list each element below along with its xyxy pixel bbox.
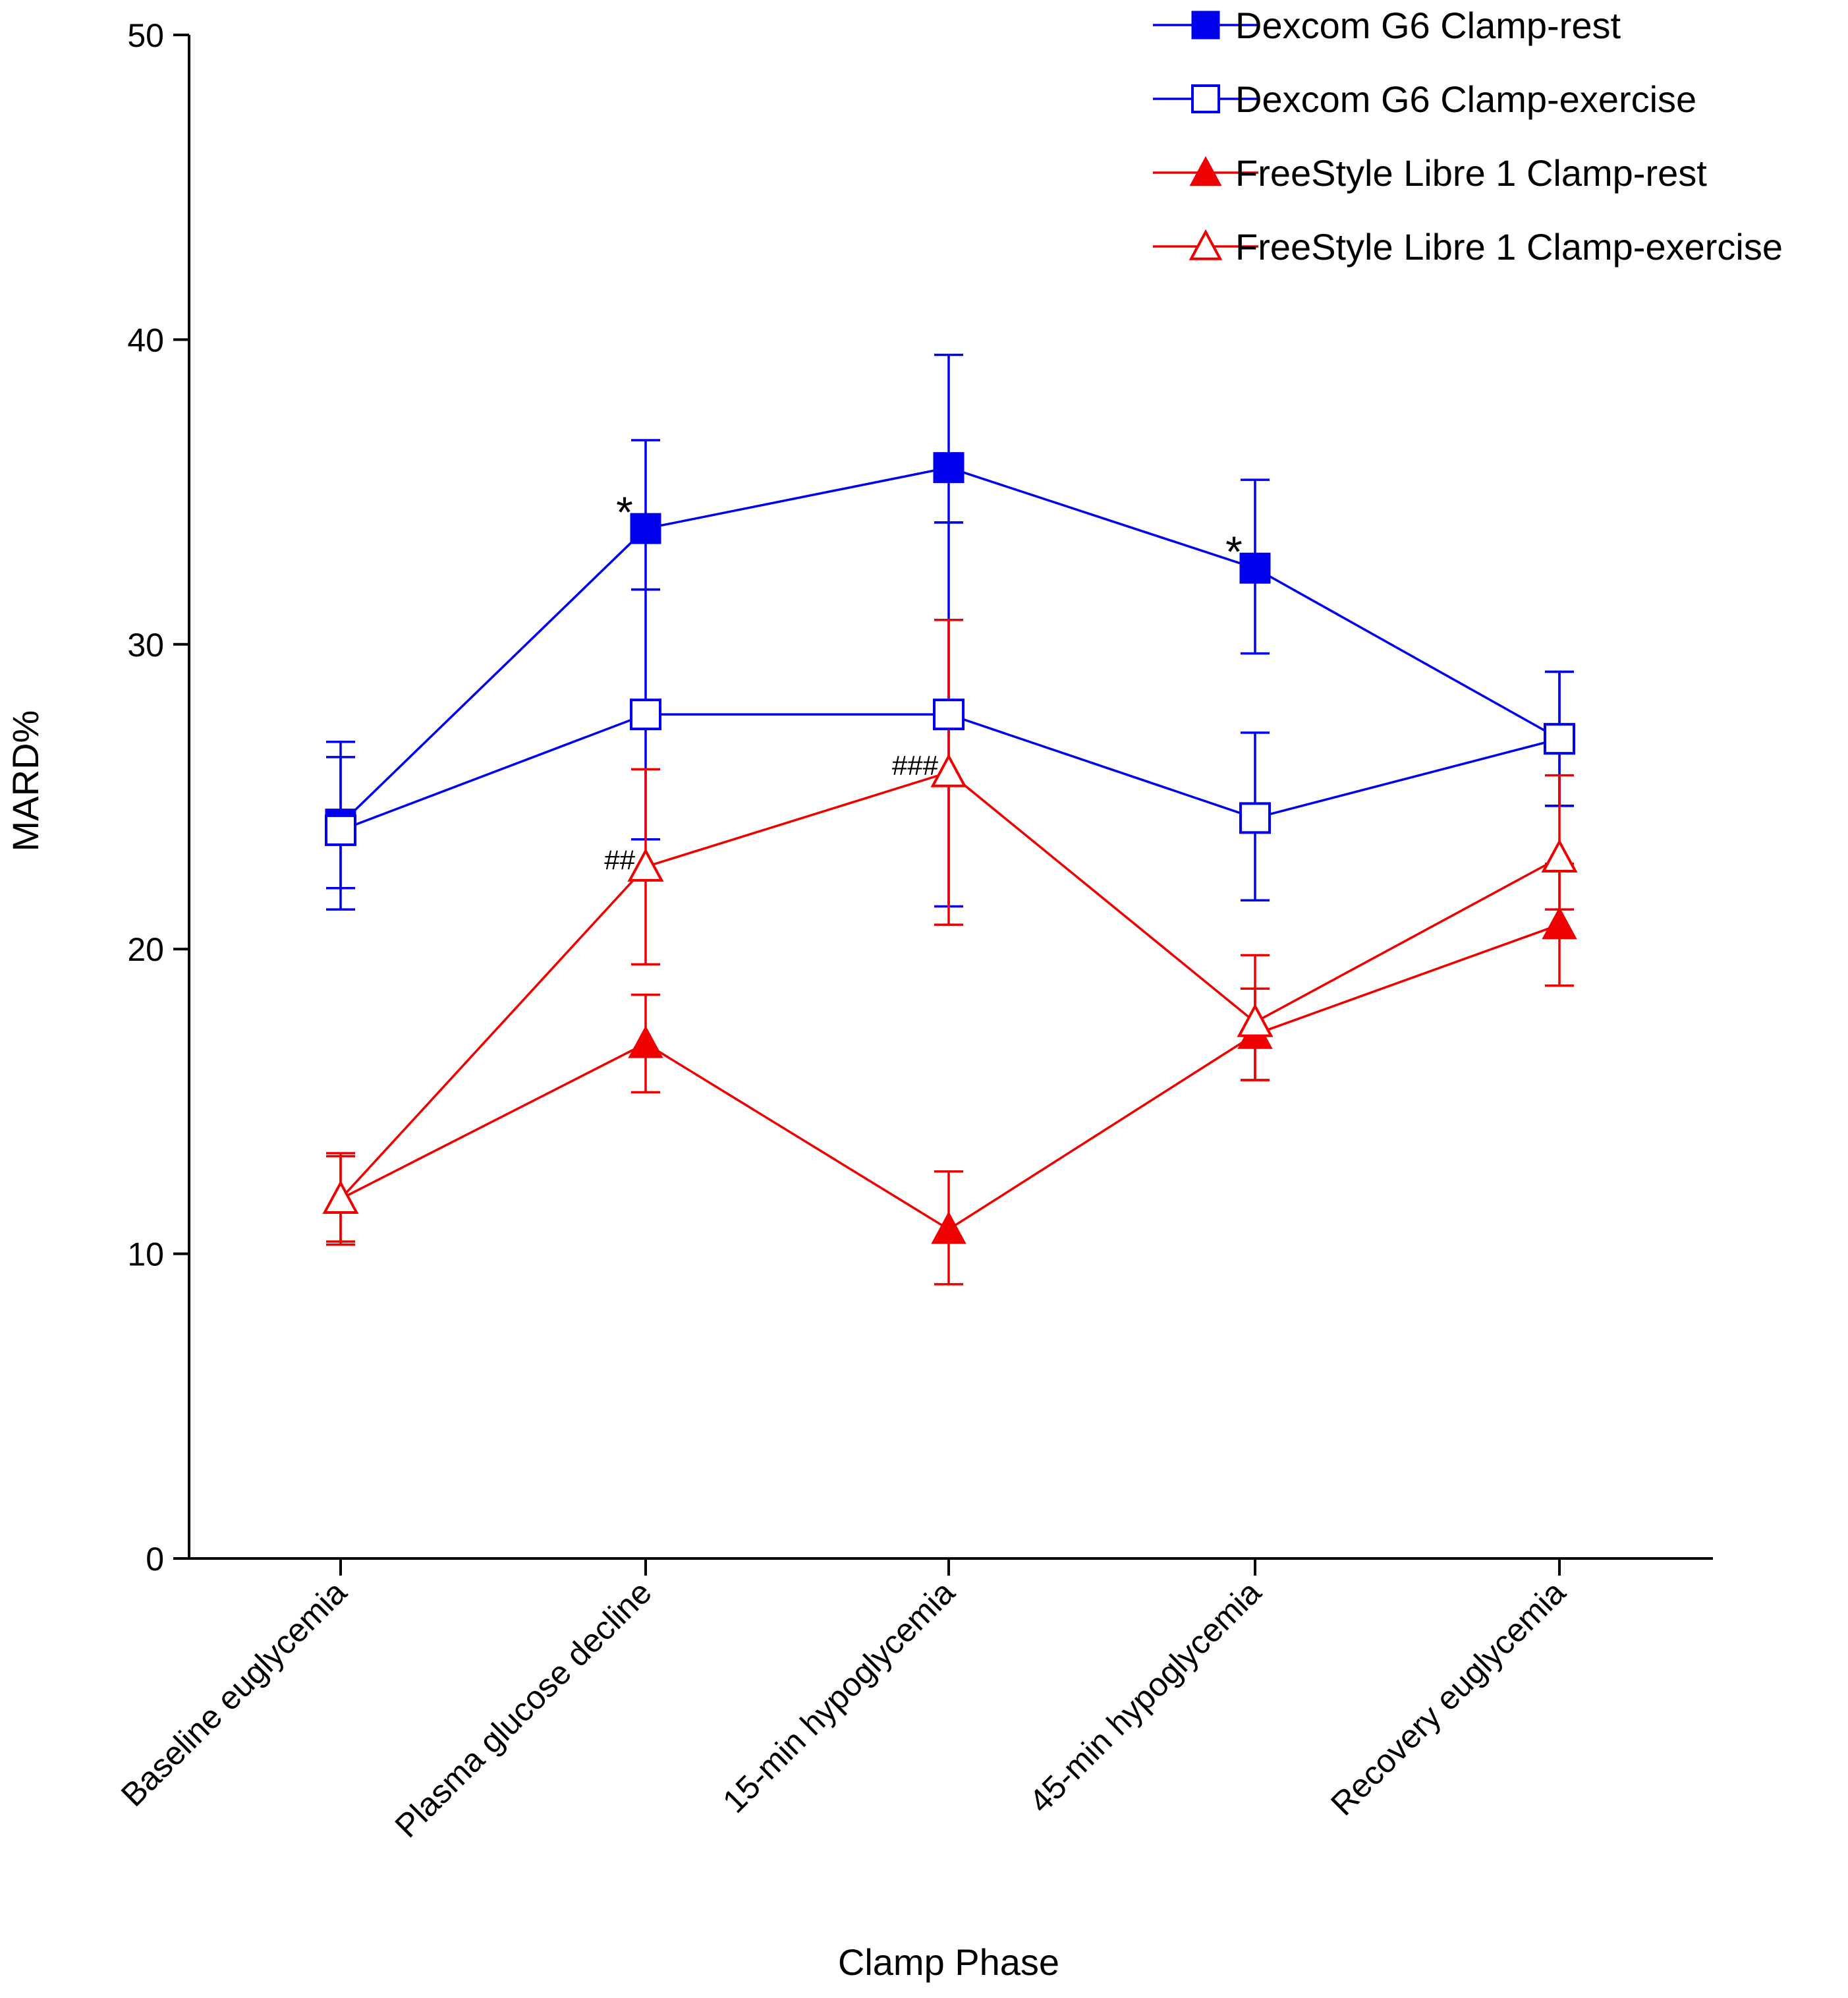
errorbar-dexcom-g6-clamp-rest — [934, 353, 963, 524]
legend-marker — [1189, 156, 1222, 186]
x-tick-label: Baseline euglycemia — [114, 1574, 354, 1813]
legend: Dexcom G6 Clamp-rest Dexcom G6 Clamp-exer… — [1153, 5, 1783, 268]
data-point-dexcom-g6-clamp-exercise — [325, 814, 356, 846]
errorbar-layer — [326, 353, 1574, 1286]
legend-marker — [1189, 229, 1223, 260]
x-tick-label: Recovery euglycemia — [1324, 1574, 1573, 1823]
legend-item: FreeStyle Libre 1 Clamp-exercise — [1153, 226, 1783, 268]
data-point-freestyle-libre-1-clamp-exercise — [930, 753, 967, 787]
legend-item: FreeStyle Libre 1 Clamp-rest — [1153, 152, 1707, 194]
marker-layer — [322, 452, 1578, 1244]
data-point-dexcom-g6-clamp-exercise — [1239, 802, 1271, 834]
annotation-layer: **##### — [604, 488, 1243, 875]
y-tick-label: 30 — [127, 627, 164, 664]
y-tick-label: 20 — [127, 931, 164, 968]
data-point-freestyle-libre-1-clamp-rest — [931, 1211, 966, 1244]
y-tick-label: 40 — [127, 322, 164, 358]
data-point-dexcom-g6-clamp-exercise — [1544, 723, 1575, 755]
data-point-dexcom-g6-clamp-rest — [933, 452, 965, 484]
legend-label: Dexcom G6 Clamp-rest — [1235, 5, 1621, 46]
y-tick-label: 10 — [127, 1236, 164, 1273]
x-tick-label: Plasma glucose decline — [388, 1574, 659, 1844]
series-line-freestyle-libre-1-clamp-exercise — [339, 771, 1560, 1200]
x-tick-label: 15-min hypoglycemia — [715, 1574, 962, 1820]
significance-asterisk: * — [616, 488, 633, 536]
y-axis-title: MARD% — [5, 710, 46, 852]
data-point-dexcom-g6-clamp-exercise — [933, 699, 965, 731]
legend-label: Dexcom G6 Clamp-exercise — [1235, 78, 1696, 120]
x-axis-title: Clamp Phase — [838, 1941, 1059, 1983]
legend-label: FreeStyle Libre 1 Clamp-rest — [1235, 152, 1707, 194]
data-point-dexcom-g6-clamp-rest — [1239, 552, 1271, 584]
data-point-dexcom-g6-clamp-rest — [630, 513, 661, 544]
legend-label: FreeStyle Libre 1 Clamp-exercise — [1235, 226, 1783, 268]
significance-asterisk: * — [1225, 527, 1243, 576]
significance-hash: ## — [604, 844, 635, 875]
data-point-dexcom-g6-clamp-exercise — [630, 699, 661, 731]
data-point-freestyle-libre-1-clamp-exercise — [322, 1180, 359, 1214]
legend-marker — [1191, 11, 1220, 40]
data-point-freestyle-libre-1-clamp-exercise — [1237, 1003, 1274, 1037]
y-tick-label: 50 — [127, 17, 164, 54]
axes-layer: 0 10 20 30 40 50 Baseline euglycemia Plasma glu… — [114, 17, 1713, 1844]
y-tick-label: 0 — [146, 1541, 164, 1578]
legend-item: Dexcom G6 Clamp-exercise — [1153, 78, 1696, 120]
legend-marker — [1191, 84, 1220, 113]
data-point-freestyle-libre-1-clamp-exercise — [627, 847, 664, 882]
series-line-layer — [339, 466, 1560, 1231]
data-point-freestyle-libre-1-clamp-exercise — [1541, 839, 1578, 873]
data-point-freestyle-libre-1-clamp-rest — [628, 1025, 663, 1058]
series-line-freestyle-libre-1-clamp-rest — [340, 923, 1560, 1231]
legend-item: Dexcom G6 Clamp-rest — [1153, 5, 1621, 46]
x-tick-label: 45-min hypoglycemia — [1022, 1574, 1268, 1820]
data-point-freestyle-libre-1-clamp-rest — [1542, 906, 1577, 940]
significance-hash: ### — [892, 750, 939, 781]
